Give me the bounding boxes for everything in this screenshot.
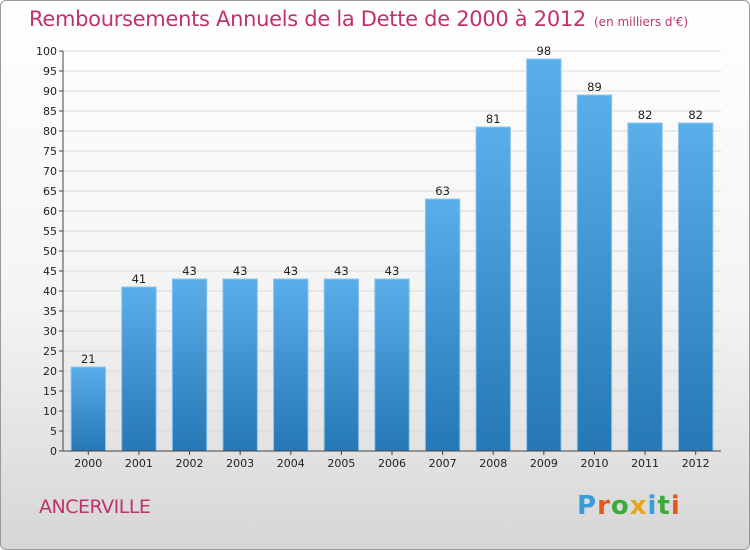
y-tick-label: 25 (43, 345, 57, 358)
y-tick-label: 40 (43, 285, 57, 298)
data-label: 82 (638, 108, 653, 122)
logo-letter: o (610, 491, 630, 521)
x-tick-label: 2001 (125, 457, 153, 470)
x-tick-label: 2005 (327, 457, 355, 470)
y-tick-label: 100 (36, 45, 57, 58)
y-tick-label: 90 (43, 85, 57, 98)
chart-title: Remboursements Annuels de la Dette de 20… (29, 7, 688, 31)
y-tick-label: 5 (50, 425, 57, 438)
data-label: 43 (182, 264, 197, 278)
bar (222, 278, 258, 452)
y-tick-label: 10 (43, 405, 57, 418)
axes: 0 5 10 15 20 25 30 35 40 45 50 55 60 65 70 75 80 85 90 95 10… (36, 45, 721, 470)
x-tick-label: 2012 (682, 457, 710, 470)
x-tick-label: 2008 (479, 457, 507, 470)
data-label: 21 (81, 352, 96, 366)
commune-name: ANCERVILLE (39, 496, 151, 518)
y-tick-label: 50 (43, 245, 57, 258)
y-tick-label: 70 (43, 165, 57, 178)
y-tick-label: 60 (43, 205, 57, 218)
y-tick-label: 15 (43, 385, 57, 398)
data-label: 41 (132, 272, 147, 286)
data-label: 98 (537, 44, 552, 58)
data-label: 89 (587, 80, 602, 94)
bar (627, 122, 663, 452)
data-label: 63 (435, 184, 450, 198)
logo-letter: P (577, 491, 598, 521)
data-label: 43 (385, 264, 400, 278)
x-tick-label: 2000 (74, 457, 102, 470)
x-tick-label: 2010 (580, 457, 608, 470)
bar (677, 122, 714, 452)
x-tick-label: 2006 (378, 457, 406, 470)
y-tick-label: 65 (43, 185, 57, 198)
y-tick-label: 20 (43, 365, 57, 378)
y-tick-label: 85 (43, 105, 57, 118)
data-label: 82 (688, 108, 703, 122)
y-tick-label: 35 (43, 305, 57, 318)
bar (121, 286, 157, 452)
chart-unit: (en milliers d'€) (594, 15, 689, 29)
bar (576, 94, 613, 452)
data-labels: 21 41 43 43 43 43 43 63 81 98 89 82 82 (81, 44, 703, 366)
y-tick-label: 0 (50, 445, 57, 458)
data-label: 43 (334, 264, 349, 278)
x-tick-label: 2002 (176, 457, 204, 470)
bar (424, 198, 461, 452)
logo-letter: i (670, 491, 681, 521)
bars (70, 58, 714, 452)
data-label: 81 (486, 112, 501, 126)
data-label: 43 (283, 264, 298, 278)
y-tick-label: 55 (43, 225, 57, 238)
logo-letter: x (629, 491, 648, 521)
bar (323, 278, 360, 452)
data-label: 43 (233, 264, 248, 278)
y-tick-label: 75 (43, 145, 57, 158)
logo-letter: r (597, 491, 611, 521)
y-tick-label: 30 (43, 325, 57, 338)
bar (475, 126, 511, 452)
bar (374, 278, 410, 452)
bar (70, 366, 107, 452)
bar (171, 278, 208, 452)
proxiti-logo: Proxiti (577, 491, 681, 521)
logo-letter: i (647, 491, 658, 521)
x-tick-label: 2004 (277, 457, 305, 470)
x-tick-label: 2003 (226, 457, 254, 470)
x-tick-label: 2009 (530, 457, 558, 470)
bar (526, 58, 562, 452)
logo-letter: t (657, 491, 671, 521)
y-tick-label: 45 (43, 265, 57, 278)
x-tick-label: 2011 (631, 457, 659, 470)
y-tick-label: 95 (43, 65, 57, 78)
y-tick-label: 80 (43, 125, 57, 138)
chart-title-text: Remboursements Annuels de la Dette de 20… (29, 7, 586, 31)
x-tick-label: 2007 (429, 457, 457, 470)
bar (273, 278, 309, 452)
